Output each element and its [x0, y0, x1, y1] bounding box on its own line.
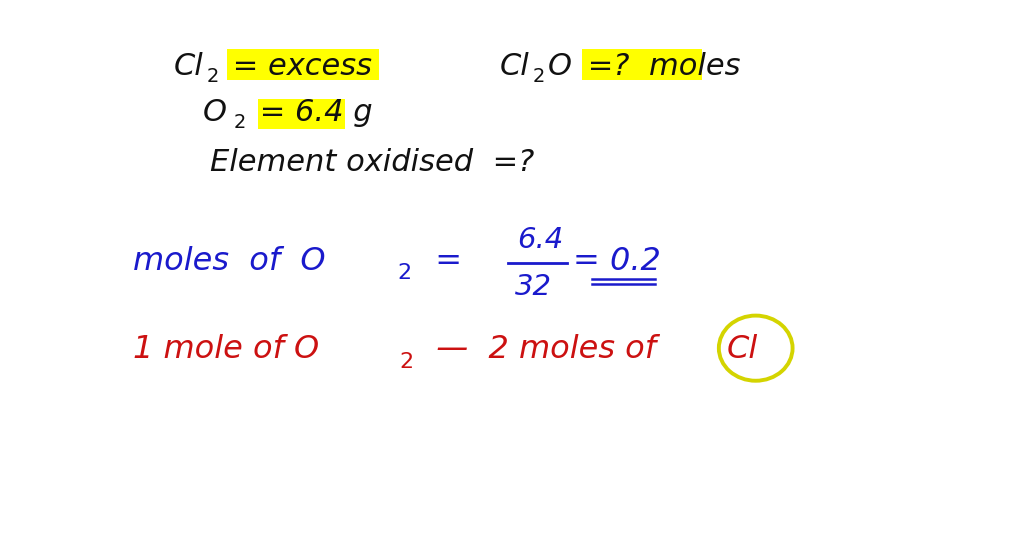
FancyBboxPatch shape: [258, 99, 345, 129]
Text: = 0.2: = 0.2: [573, 246, 662, 277]
FancyBboxPatch shape: [227, 49, 379, 80]
Text: O: O: [548, 52, 571, 81]
Text: Cl: Cl: [727, 334, 759, 365]
Text: moles  of  O: moles of O: [133, 246, 326, 277]
Text: Cl: Cl: [500, 52, 529, 81]
FancyBboxPatch shape: [582, 49, 702, 80]
Text: 2: 2: [397, 263, 412, 284]
Text: O: O: [203, 98, 226, 127]
Text: =: =: [415, 246, 462, 277]
Text: 2: 2: [207, 67, 219, 87]
Text: Cl: Cl: [174, 52, 204, 81]
Text: = 6.4 g: = 6.4 g: [250, 98, 373, 127]
Text: 2: 2: [399, 352, 414, 372]
Text: = excess: = excess: [223, 52, 373, 81]
Text: =?  moles: =? moles: [578, 52, 740, 81]
Text: Element oxidised  =?: Element oxidised =?: [210, 148, 535, 177]
Text: 32: 32: [515, 273, 552, 301]
Text: —  2 moles of: — 2 moles of: [416, 334, 655, 365]
Text: 6.4: 6.4: [517, 226, 563, 254]
Text: 2: 2: [532, 67, 545, 87]
Text: 1 mole of O: 1 mole of O: [133, 334, 319, 365]
Text: 2: 2: [233, 113, 246, 132]
